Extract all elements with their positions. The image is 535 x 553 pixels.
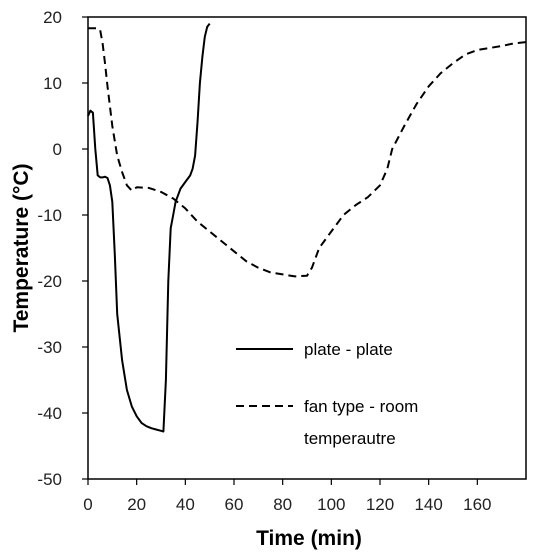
y-tick-label: -20 bbox=[37, 272, 62, 291]
legend: plate - plate fan type - room temperautr… bbox=[236, 340, 418, 448]
series-group bbox=[87, 22, 527, 433]
y-tick-label: -50 bbox=[37, 470, 62, 489]
y-axis-title: Temperature (°C) bbox=[10, 163, 33, 332]
legend-label-fan-type-line2: temperautre bbox=[304, 429, 396, 448]
y-tick-label: 0 bbox=[53, 140, 62, 159]
legend-label-plate-plate: plate - plate bbox=[304, 340, 393, 359]
x-tick-label: 0 bbox=[83, 495, 92, 514]
x-tick-label: 140 bbox=[414, 495, 442, 514]
x-tick-label: 40 bbox=[176, 495, 195, 514]
series-line-plate-plate bbox=[87, 22, 211, 433]
legend-label-fan-type-line1: fan type - room bbox=[304, 397, 418, 416]
plot-frame bbox=[87, 16, 527, 480]
y-tick-label: -40 bbox=[37, 404, 62, 423]
y-tick-label: 20 bbox=[43, 8, 62, 27]
y-tick-label: -10 bbox=[37, 206, 62, 225]
x-axis-title: Time (min) bbox=[256, 527, 362, 550]
y-tick-label: 10 bbox=[43, 74, 62, 93]
x-tick-label: 20 bbox=[127, 495, 146, 514]
x-tick-label: 120 bbox=[366, 495, 394, 514]
x-tick-label: 160 bbox=[463, 495, 491, 514]
y-tick-label: -30 bbox=[37, 338, 62, 357]
x-tick-label: 60 bbox=[225, 495, 244, 514]
x-tick-label: 100 bbox=[317, 495, 345, 514]
series-line-fan-type-room-temperautre bbox=[88, 27, 527, 278]
x-tick-label: 80 bbox=[273, 495, 292, 514]
